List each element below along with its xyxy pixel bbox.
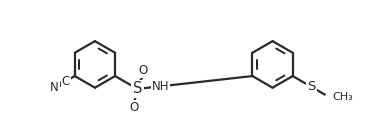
Text: NH: NH <box>152 80 169 93</box>
Text: S: S <box>307 80 316 93</box>
Text: S: S <box>132 81 142 96</box>
Text: CH₃: CH₃ <box>332 92 353 102</box>
Text: C: C <box>62 75 70 88</box>
Text: N: N <box>50 81 59 94</box>
Text: O: O <box>129 101 138 114</box>
Text: O: O <box>139 64 148 77</box>
